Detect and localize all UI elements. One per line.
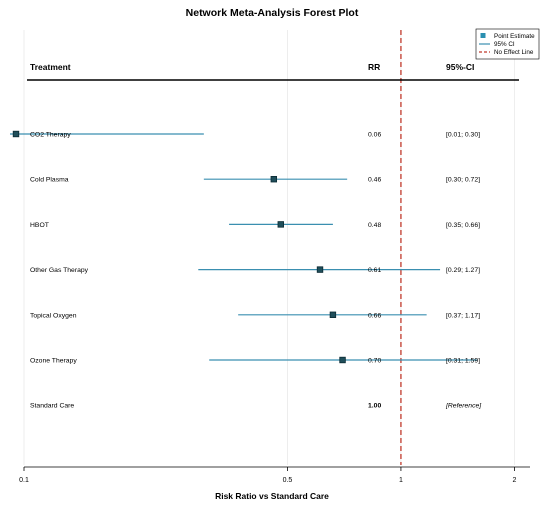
ci-value-topical-oxygen: [0.37; 1.17] bbox=[446, 312, 480, 319]
treatment-label-hbot: HBOT bbox=[30, 222, 49, 229]
x-axis: 0.1 0.5 1 2 bbox=[19, 466, 530, 484]
ci-value-other-gas-therapy: [0.29; 1.27] bbox=[446, 267, 480, 274]
chart-title: Network Meta-Analysis Forest Plot bbox=[186, 7, 359, 19]
rr-value-hbot: 0.48 bbox=[368, 222, 381, 229]
ci-value-ozone-therapy: [0.31; 1.59] bbox=[446, 358, 480, 365]
forest-rows: CO2 Therapy 0.06 [0.01; 0.30] Cold Plasma 0.… bbox=[10, 130, 482, 410]
column-header-rr: RR bbox=[368, 62, 380, 72]
rr-value-standard-care: 1.00 bbox=[368, 403, 381, 410]
forest-row-topical-oxygen: Topical Oxygen 0.66 [0.37; 1.17] bbox=[30, 311, 480, 319]
forest-row-cold-plasma: Cold Plasma 0.46 [0.30; 0.72] bbox=[30, 175, 480, 184]
rr-value-other-gas-therapy: 0.61 bbox=[368, 267, 381, 274]
rr-value-topical-oxygen: 0.66 bbox=[368, 312, 381, 319]
point-estimate-cold-plasma bbox=[270, 175, 278, 183]
legend-entry-point-estimate: Point Estimate bbox=[494, 33, 535, 40]
ci-value-standard-care: [Reference] bbox=[445, 403, 482, 410]
treatment-label-ozone-therapy: Ozone Therapy bbox=[30, 358, 77, 365]
rr-value-co2-therapy: 0.06 bbox=[368, 132, 381, 139]
rr-value-ozone-therapy: 0.70 bbox=[368, 358, 381, 365]
legend-entry-ci: 95% CI bbox=[494, 41, 515, 48]
column-header-treatment: Treatment bbox=[30, 62, 71, 72]
rr-value-cold-plasma: 0.46 bbox=[368, 177, 381, 184]
treatment-label-topical-oxygen: Topical Oxygen bbox=[30, 312, 77, 319]
treatment-label-cold-plasma: Cold Plasma bbox=[30, 177, 69, 184]
x-tick-label-2: 1 bbox=[399, 477, 403, 484]
forest-row-other-gas-therapy: Other Gas Therapy 0.61 [0.29; 1.27] bbox=[30, 266, 480, 274]
legend-entry-no-effect: No Effect Line bbox=[494, 49, 534, 56]
x-tick-label-1: 0.5 bbox=[283, 477, 293, 484]
ci-value-hbot: [0.35; 0.66] bbox=[446, 222, 480, 229]
treatment-label-standard-care: Standard Care bbox=[30, 403, 74, 410]
x-tick-label-3: 2 bbox=[512, 477, 516, 484]
forest-row-hbot: HBOT 0.48 [0.35; 0.66] bbox=[30, 221, 480, 229]
forest-row-ozone-therapy: Ozone Therapy 0.70 [0.31; 1.59] bbox=[30, 356, 480, 365]
column-header-ci: 95%-CI bbox=[446, 62, 474, 72]
forest-row-co2-therapy: CO2 Therapy 0.06 [0.01; 0.30] bbox=[10, 130, 480, 139]
point-estimate-ozone-therapy bbox=[339, 356, 346, 364]
point-estimate-co2-therapy bbox=[12, 130, 20, 138]
forest-row-standard-care: Standard Care 1.00 [Reference] bbox=[30, 403, 482, 410]
treatment-label-other-gas-therapy: Other Gas Therapy bbox=[30, 267, 89, 274]
x-axis-label: Risk Ratio vs Standard Care bbox=[215, 491, 329, 501]
treatment-label-co2-therapy: CO2 Therapy bbox=[30, 132, 71, 139]
legend: Point Estimate 95% CI No Effect Line bbox=[475, 28, 540, 60]
x-tick-label-0: 0.1 bbox=[19, 477, 29, 484]
point-estimate-topical-oxygen bbox=[329, 311, 337, 318]
ci-value-cold-plasma: [0.30; 0.72] bbox=[446, 177, 480, 184]
ci-value-co2-therapy: [0.01; 0.30] bbox=[446, 132, 480, 139]
legend-point-swatch bbox=[480, 33, 486, 38]
grid-lines bbox=[23, 30, 515, 465]
point-estimate-other-gas-therapy bbox=[316, 266, 324, 273]
point-estimate-hbot bbox=[277, 221, 284, 228]
